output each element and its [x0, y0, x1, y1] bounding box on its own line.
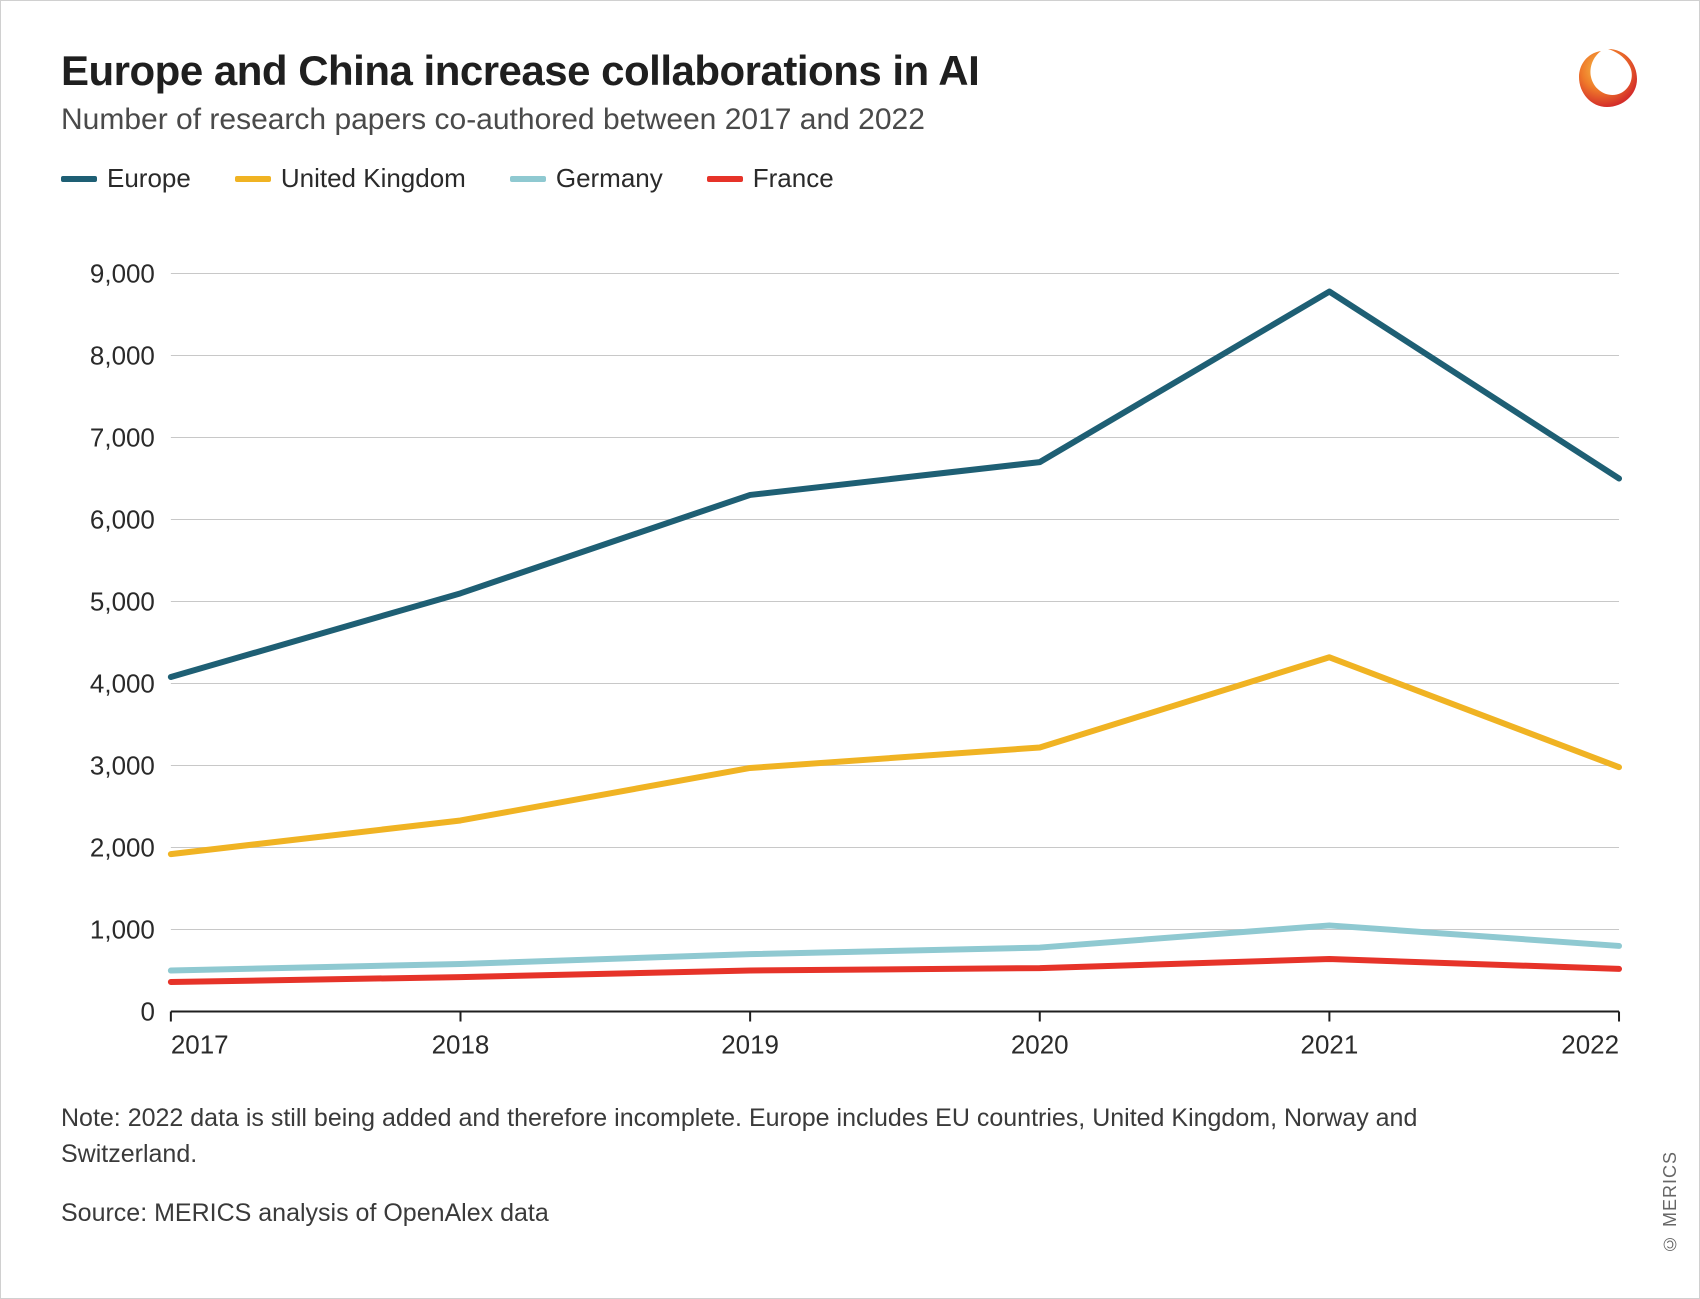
note-text: Note: 2022 data is still being added and… [61, 1100, 1461, 1173]
legend-label: France [753, 163, 834, 194]
y-tick-label: 0 [140, 997, 154, 1027]
x-tick-label: 2018 [432, 1029, 490, 1059]
x-tick-label: 2019 [721, 1029, 779, 1059]
copyright-text: © MERICS [1660, 1151, 1681, 1254]
x-tick-label: 2022 [1561, 1029, 1619, 1059]
legend-item: United Kingdom [235, 163, 466, 194]
source-text: Source: MERICS analysis of OpenAlex data [61, 1195, 1461, 1231]
y-tick-label: 6,000 [90, 505, 155, 535]
legend-label: United Kingdom [281, 163, 466, 194]
series-line [171, 959, 1619, 982]
legend-swatch [61, 176, 97, 182]
legend-swatch [510, 176, 546, 182]
legend: Europe United Kingdom Germany France [61, 163, 1639, 194]
legend-swatch [707, 176, 743, 182]
y-tick-label: 4,000 [90, 669, 155, 699]
chart-svg: 0 1,000 2,000 3,000 4,000 5,000 6,000 7,000 8,00… [61, 212, 1639, 1072]
legend-label: Europe [107, 163, 191, 194]
chart-subtitle: Number of research papers co-authored be… [61, 103, 1639, 137]
chart-title: Europe and China increase collaborations… [61, 47, 1639, 95]
y-tick-label: 8,000 [90, 341, 155, 371]
merics-logo-icon [1573, 43, 1643, 113]
series-line [171, 292, 1619, 677]
chart-frame: Europe and China increase collaborations… [0, 0, 1700, 1299]
y-tick-label: 7,000 [90, 423, 155, 453]
series-line [171, 657, 1619, 854]
y-tick-label: 5,000 [90, 587, 155, 617]
legend-label: Germany [556, 163, 663, 194]
legend-item: Germany [510, 163, 663, 194]
footnotes: Note: 2022 data is still being added and… [61, 1100, 1639, 1231]
x-tick-label: 2021 [1301, 1029, 1359, 1059]
legend-swatch [235, 176, 271, 182]
header: Europe and China increase collaborations… [61, 47, 1639, 137]
x-tick-label: 2020 [1011, 1029, 1069, 1059]
legend-item: France [707, 163, 834, 194]
y-tick-label: 3,000 [90, 751, 155, 781]
y-tick-label: 9,000 [90, 259, 155, 289]
legend-item: Europe [61, 163, 191, 194]
x-tick-label: 2017 [171, 1029, 229, 1059]
line-chart: 0 1,000 2,000 3,000 4,000 5,000 6,000 7,000 8,00… [61, 212, 1639, 1072]
y-tick-label: 2,000 [90, 833, 155, 863]
y-tick-label: 1,000 [90, 915, 155, 945]
